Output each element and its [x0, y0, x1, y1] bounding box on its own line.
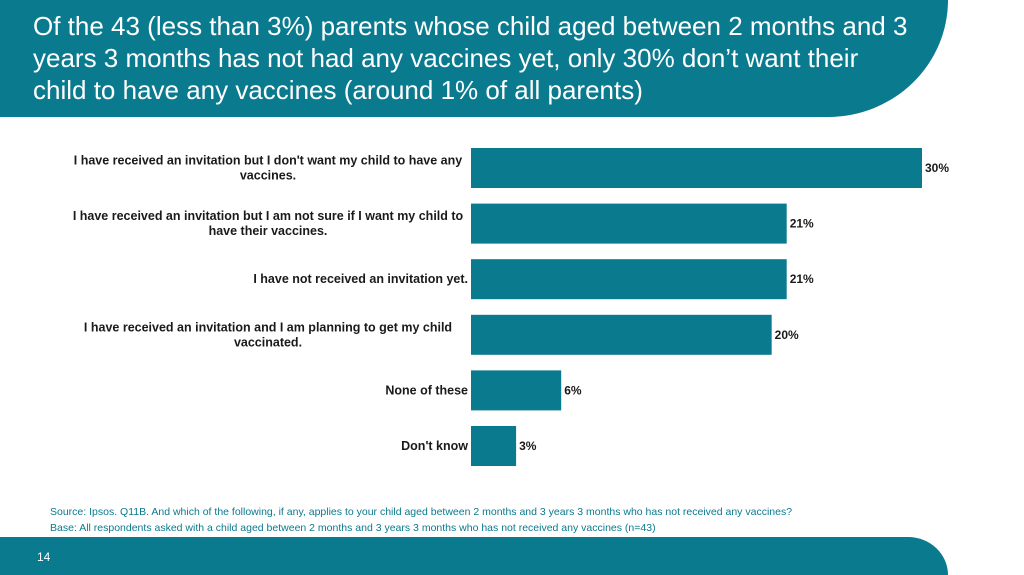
- bar: [471, 203, 787, 244]
- category-label: I have not received an invitation yet.: [253, 272, 468, 286]
- data-label: 30%: [925, 161, 949, 175]
- slide-title: Of the 43 (less than 3%) parents whose c…: [33, 11, 908, 105]
- bar: [471, 370, 562, 411]
- page-number: 14: [37, 550, 51, 564]
- bar: [471, 426, 517, 466]
- bar: [471, 148, 922, 188]
- data-label: 6%: [564, 383, 582, 397]
- category-label: I have received an invitation and I am p…: [84, 320, 452, 349]
- category-label: I have received an invitation but I don'…: [74, 154, 463, 183]
- data-label: 21%: [790, 217, 814, 231]
- data-label: 20%: [775, 328, 799, 342]
- data-label: 21%: [790, 272, 814, 286]
- header-banner: Of the 43 (less than 3%) parents whose c…: [0, 0, 948, 117]
- notes: Source: Ipsos. Q11B. And which of the fo…: [50, 504, 792, 536]
- base-note: Base: All respondents asked with a child…: [50, 522, 656, 534]
- bar: [471, 259, 787, 300]
- data-label: 3%: [519, 439, 537, 453]
- footer-banner: 14: [0, 537, 948, 575]
- category-label: I have received an invitation but I am n…: [73, 209, 464, 238]
- source-note: Source: Ipsos. Q11B. And which of the fo…: [50, 506, 793, 518]
- category-label: Don't know: [401, 439, 468, 453]
- bar-chart: 30% I have received an invitation but I d…: [73, 148, 949, 466]
- bar: [471, 314, 772, 355]
- category-label: None of these: [385, 383, 468, 397]
